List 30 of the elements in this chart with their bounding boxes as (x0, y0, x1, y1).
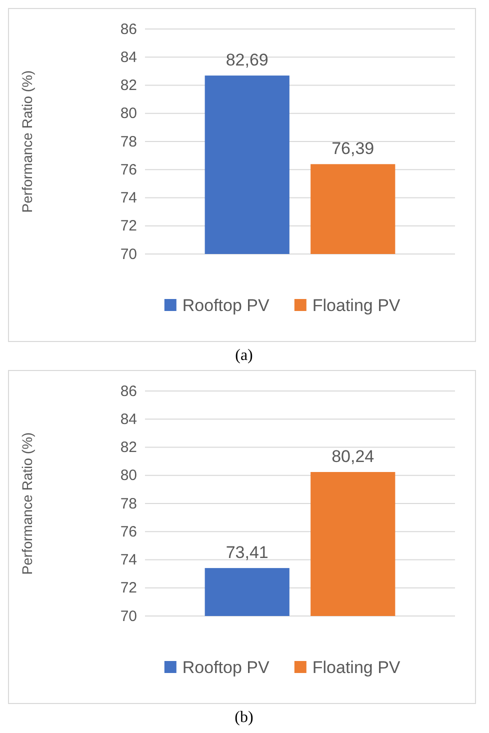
y-tick-label: 72 (120, 218, 137, 235)
y-tick-label: 70 (120, 246, 137, 263)
text: (b) (234, 709, 254, 726)
text: (a) (235, 347, 253, 364)
y-tick-label: 84 (120, 48, 137, 66)
y-tick-label: 74 (120, 552, 137, 569)
y-tick-label: 86 (120, 382, 137, 400)
y-tick-label: 72 (120, 580, 137, 597)
legend-label: Rooftop PV (182, 658, 270, 677)
y-tick-label: 78 (120, 495, 137, 512)
legend-label: Floating PV (312, 296, 401, 315)
y-axis-title: Performance Ratio (%) (19, 432, 35, 575)
data-label: 80,24 (332, 447, 374, 466)
y-tick-label: 74 (120, 190, 137, 207)
y-tick-label: 82 (120, 77, 137, 94)
y-tick-label: 70 (120, 608, 137, 625)
y-tick-label: 76 (120, 523, 137, 540)
y-tick-label: 86 (120, 20, 137, 38)
data-label: 76,39 (332, 139, 374, 158)
y-tick-label: 78 (120, 133, 137, 150)
y-tick-label: 80 (120, 467, 137, 484)
data-label: 82,69 (226, 50, 268, 70)
y-tick-label: 80 (120, 105, 137, 122)
y-tick-label: 84 (120, 410, 137, 428)
legend-label: Floating PV (312, 658, 401, 677)
legend-label: Rooftop PV (182, 296, 270, 315)
data-label: 73,41 (226, 543, 268, 562)
y-tick-label: 76 (120, 161, 137, 178)
y-axis-title: Performance Ratio (%) (19, 70, 35, 213)
y-tick-label: 82 (120, 439, 137, 456)
